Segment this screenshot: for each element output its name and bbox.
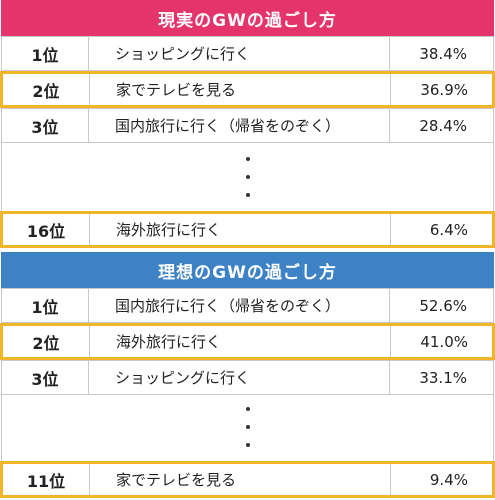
ideal-row-1: 1位 国内旅行に行く（帰省をのぞく） 52.6% xyxy=(1,288,494,323)
rank-cell: 16位 xyxy=(26,221,66,241)
reality-row-1: 1位 ショッピングに行く 38.4% xyxy=(1,36,494,71)
reality-row-16: 16位 海外旅行に行く 6.4% xyxy=(0,211,495,248)
activity-cell: 国内旅行に行く（帰省をのぞく） xyxy=(115,297,341,315)
activity-cell: 国内旅行に行く（帰省をのぞく） xyxy=(115,117,341,135)
activity-cell: 海外旅行に行く xyxy=(116,221,222,239)
percentage-cell: 41.0% xyxy=(420,332,468,351)
percentage-cell: 28.4% xyxy=(419,116,467,135)
rank-cell: 2位 xyxy=(32,333,60,353)
percentage-cell: 38.4% xyxy=(419,44,467,63)
ideal-row-11: 11位 家でテレビを見る 9.4% xyxy=(0,461,495,498)
percentage-cell: 36.9% xyxy=(420,80,468,99)
rank-cell: 1位 xyxy=(31,45,59,65)
ideal-row-2: 2位 海外旅行に行く 41.0% xyxy=(0,323,495,360)
rank-cell: 11位 xyxy=(26,471,66,491)
rank-cell: 2位 xyxy=(32,81,60,101)
percentage-cell: 52.6% xyxy=(419,296,467,315)
reality-table-title: 現実のGWの過ごし方 xyxy=(1,0,494,36)
rank-cell: 1位 xyxy=(31,297,59,317)
ideal-row-3: 3位 ショッピングに行く 33.1% xyxy=(1,360,494,395)
ellipsis-dot xyxy=(246,407,250,411)
activity-cell: 海外旅行に行く xyxy=(116,333,222,351)
rank-cell: 3位 xyxy=(31,369,59,389)
rank-cell: 3位 xyxy=(31,117,59,137)
ellipsis-dot xyxy=(246,425,250,429)
percentage-cell: 6.4% xyxy=(429,220,468,239)
percentage-cell: 9.4% xyxy=(429,470,468,489)
activity-cell: ショッピングに行く xyxy=(115,45,251,63)
ideal-ellipsis xyxy=(1,395,494,461)
activity-cell: ショッピングに行く xyxy=(115,369,251,387)
activity-cell: 家でテレビを見る xyxy=(116,81,237,99)
reality-row-3: 3位 国内旅行に行く（帰省をのぞく） 28.4% xyxy=(1,108,494,143)
ellipsis-dot xyxy=(246,193,250,197)
percentage-cell: 33.1% xyxy=(419,368,467,387)
ellipsis-dot xyxy=(246,443,250,447)
reality-ellipsis xyxy=(1,143,494,211)
ellipsis-dot xyxy=(246,157,250,161)
activity-cell: 家でテレビを見る xyxy=(116,471,237,489)
reality-row-2: 2位 家でテレビを見る 36.9% xyxy=(0,71,495,108)
ellipsis-dot xyxy=(246,175,250,179)
ideal-table-title: 理想のGWの過ごし方 xyxy=(1,252,494,288)
